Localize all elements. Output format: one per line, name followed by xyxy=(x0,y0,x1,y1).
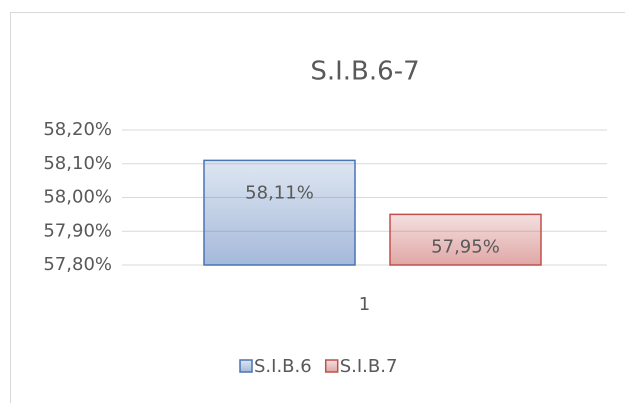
legend-label: S.I.B.7 xyxy=(340,356,398,377)
legend-label: S.I.B.6 xyxy=(254,356,312,377)
x-tick-label: 1 xyxy=(359,294,370,315)
y-tick-label: 57,80% xyxy=(43,254,112,275)
y-tick-label: 58,00% xyxy=(43,187,112,208)
bar xyxy=(389,213,542,266)
legend-swatch xyxy=(324,359,339,373)
y-tick-label: 58,20% xyxy=(43,119,112,140)
legend-swatch xyxy=(239,359,253,373)
data-label: 57,95% xyxy=(431,236,500,257)
y-tick-label: 58,10% xyxy=(43,153,112,174)
bar xyxy=(203,159,356,266)
y-tick-label: 57,90% xyxy=(43,220,112,241)
chart-title: S.I.B.6-7 xyxy=(310,57,419,87)
data-label: 58,11% xyxy=(245,182,314,203)
